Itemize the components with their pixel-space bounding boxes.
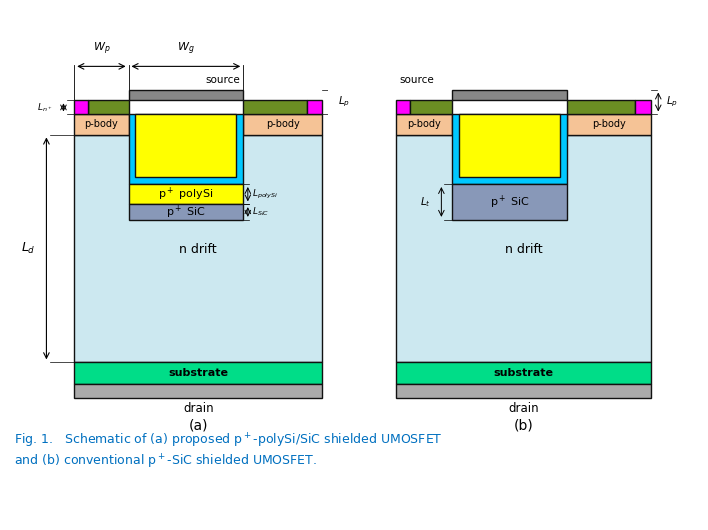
Bar <box>74 101 88 114</box>
Text: $W_p$: $W_p$ <box>93 41 110 57</box>
Bar <box>74 114 129 135</box>
Bar <box>135 114 236 178</box>
Text: p$^+$: p$^+$ <box>636 101 649 114</box>
Text: n drift: n drift <box>179 243 217 255</box>
Text: p$^+$: p$^+$ <box>307 101 321 114</box>
Text: drain: drain <box>183 402 214 415</box>
Bar <box>396 384 651 398</box>
Text: p-body: p-body <box>84 119 118 129</box>
Text: p$^+$: p$^+$ <box>74 101 88 114</box>
Text: source: source <box>399 75 434 85</box>
Bar <box>635 101 651 114</box>
Bar <box>88 101 129 114</box>
Bar <box>396 101 411 114</box>
Text: substrate: substrate <box>493 368 554 378</box>
Bar <box>129 184 243 204</box>
Text: n$^+$: n$^+$ <box>423 101 440 114</box>
Text: n$^+$: n$^+$ <box>267 101 283 114</box>
Bar <box>74 135 322 363</box>
Text: n drift: n drift <box>505 243 542 255</box>
Bar <box>396 114 452 135</box>
Text: drain: drain <box>508 402 539 415</box>
Text: $L_t$: $L_t$ <box>420 195 430 209</box>
Bar <box>307 101 322 114</box>
Bar <box>396 363 651 384</box>
Bar <box>452 90 567 101</box>
Bar <box>411 101 452 114</box>
Text: Fig. 1.   Schematic of (a) proposed p$^+$-polySi/SiC shielded UMOSFET
and (b) co: Fig. 1. Schematic of (a) proposed p$^+$-… <box>14 432 442 471</box>
Text: $L_{SiC}$: $L_{SiC}$ <box>253 206 270 218</box>
Text: n$^+$: n$^+$ <box>593 101 609 114</box>
Text: $L_{polySi}$: $L_{polySi}$ <box>253 188 278 201</box>
Text: source: source <box>205 75 240 85</box>
Text: gate: gate <box>171 139 200 152</box>
Bar <box>459 114 560 178</box>
Text: p-body: p-body <box>266 119 299 129</box>
Text: n$^+$: n$^+$ <box>101 101 117 114</box>
Text: $L_p$: $L_p$ <box>338 95 350 109</box>
Bar <box>452 184 567 220</box>
Bar <box>396 135 651 363</box>
Text: $L_d$: $L_d$ <box>21 241 35 256</box>
Text: p-body: p-body <box>407 119 441 129</box>
Bar <box>243 114 322 135</box>
Text: p$^+$ SiC: p$^+$ SiC <box>166 204 206 220</box>
Text: p$^+$ SiC: p$^+$ SiC <box>490 193 530 210</box>
Text: $W_g$: $W_g$ <box>177 41 195 57</box>
Bar <box>452 114 567 184</box>
Bar <box>567 101 635 114</box>
Bar <box>567 114 651 135</box>
Text: (a): (a) <box>188 419 208 433</box>
Text: (b): (b) <box>513 419 533 433</box>
Bar <box>129 114 243 184</box>
Bar <box>74 363 322 384</box>
Text: substrate: substrate <box>169 368 228 378</box>
Bar <box>243 101 307 114</box>
Text: p$^+$: p$^+$ <box>396 101 410 114</box>
Bar <box>129 204 243 220</box>
Text: p-body: p-body <box>592 119 626 129</box>
Text: $L_{n^+}$: $L_{n^+}$ <box>38 101 52 113</box>
Bar <box>74 384 322 398</box>
Text: gate: gate <box>496 139 524 152</box>
Text: p$^+$ polySi: p$^+$ polySi <box>159 186 214 203</box>
Bar <box>129 90 243 101</box>
Text: $L_p$: $L_p$ <box>666 95 678 109</box>
